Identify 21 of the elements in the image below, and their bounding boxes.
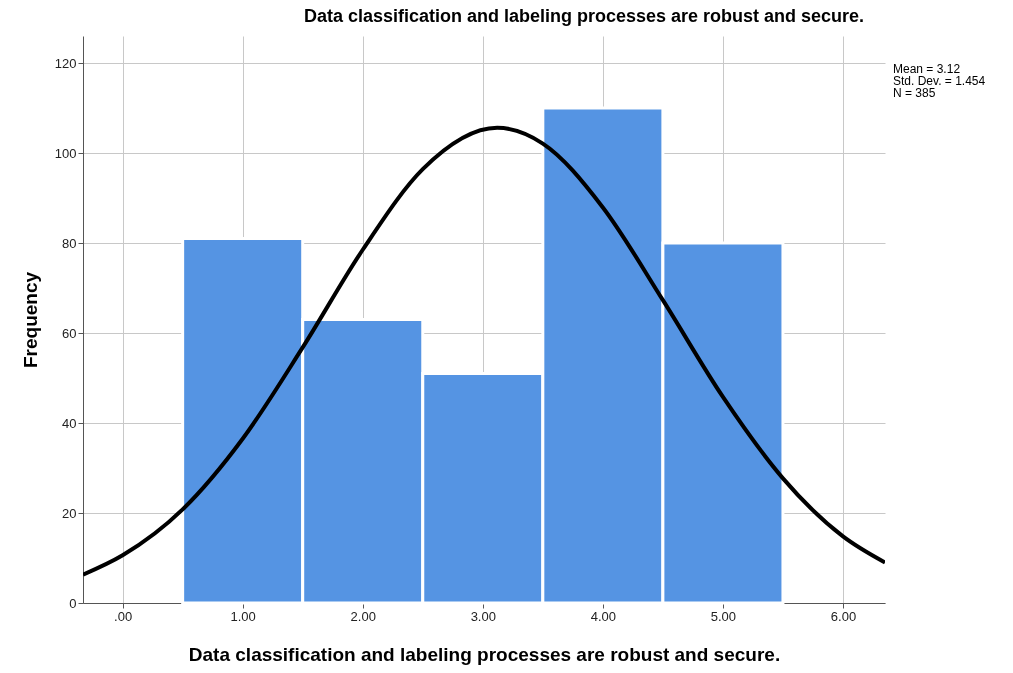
y-tick-label: 20 (62, 505, 77, 521)
x-tick-label: 1.00 (230, 608, 256, 624)
y-tick-label: 60 (62, 325, 77, 341)
x-tick-label: 6.00 (830, 608, 857, 624)
x-tick-label: .00 (114, 608, 133, 624)
y-tick-label: 0 (69, 595, 77, 611)
x-tick-label: 3.00 (470, 608, 496, 624)
y-tick-label: 40 (62, 415, 77, 431)
text: Mean = 3.12 (893, 62, 961, 76)
y-axis-title: Frequency (19, 271, 41, 369)
x-tick-label: 5.00 (710, 608, 737, 624)
y-tick-label: 80 (62, 235, 77, 251)
x-axis-title: Data classification and labeling processes are robust and secure. (188, 643, 781, 665)
text: N = 385 (893, 86, 936, 100)
text: Std. Dev. = 1.454 (893, 74, 986, 88)
chart-title: Data classification and labeling processes are robust and secure. (303, 6, 865, 26)
y-tick-label: 100 (54, 145, 77, 161)
line-series (83, 125, 885, 577)
y-tick-label: 120 (54, 55, 77, 71)
x-tick-label: 2.00 (350, 608, 376, 624)
x-tick-label: 4.00 (590, 608, 617, 624)
